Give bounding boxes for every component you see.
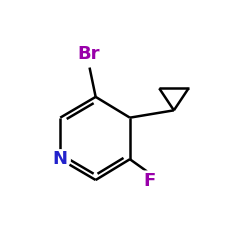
Text: Br: Br [77,45,100,63]
Text: N: N [53,150,68,168]
Text: F: F [143,172,156,190]
